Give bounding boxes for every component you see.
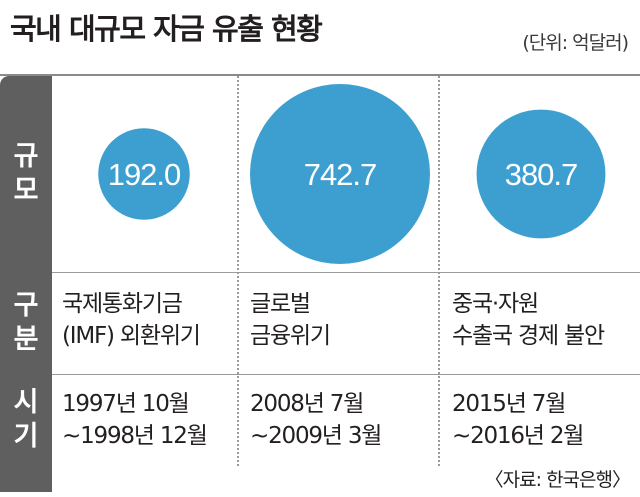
category-cell-3: 중국·자원 수출국 경제 불안 <box>452 291 605 349</box>
bubble-1 <box>98 128 190 220</box>
period-cell-2: 2008년 7월 ~2009년 3월 <box>250 391 382 449</box>
bubble-3 <box>476 109 606 239</box>
bubble-value-label-1: 192.0 <box>108 157 181 192</box>
category-cell-1: 국제통화기금 (IMF) 외환위기 <box>62 291 201 349</box>
chart-title: 국내 대규모 자금 유출 현황 <box>10 12 323 46</box>
source-note: 〈자료: 한국은행〉 <box>484 469 631 491</box>
unit-label: (단위: 억달러) <box>522 32 629 54</box>
bubble-2 <box>250 84 430 264</box>
column-divider-2 <box>438 76 440 466</box>
top-rule <box>0 74 640 76</box>
category-cell-2: 글로벌 금융위기 <box>250 291 331 349</box>
period-cell-1: 1997년 10월 ~1998년 12월 <box>62 391 208 449</box>
row-header-bar <box>0 76 52 492</box>
period-cell-3: 2015년 7월 ~2016년 2월 <box>452 391 584 449</box>
bubble-value-label-3: 380.7 <box>505 157 578 192</box>
row-divider-1 <box>52 272 640 273</box>
bubble-value-label-2: 742.7 <box>304 157 377 192</box>
column-divider-1 <box>237 76 239 466</box>
row-divider-2 <box>52 374 640 375</box>
